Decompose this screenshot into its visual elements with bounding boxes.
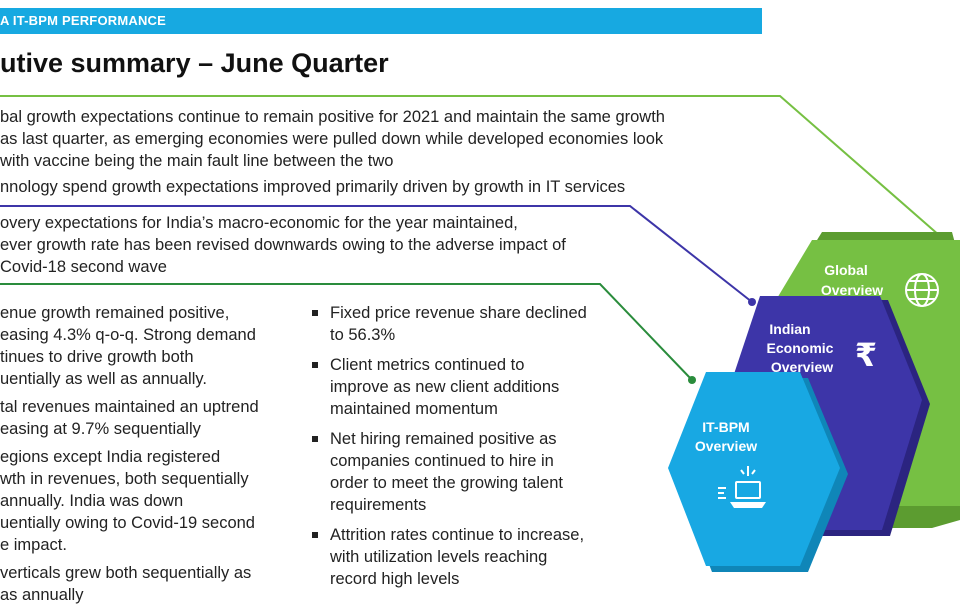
itbpm-left-line: verticals grew both sequentially as <box>0 564 252 582</box>
bullet-line: improve as new client additions <box>330 378 560 396</box>
bullet-line: Attrition rates continue to increase, <box>330 526 585 544</box>
page-title: utive summary – June Quarter <box>0 48 389 78</box>
itbpm-left-line: easing 4.3% q-o-q. Strong demand <box>0 326 256 344</box>
bullet-item: Attrition rates continue to increase, wi… <box>310 524 620 590</box>
bullet-line: maintained momentum <box>330 400 498 418</box>
globe-icon <box>905 273 939 307</box>
bullet-line: order to meet the growing talent <box>330 474 563 492</box>
global-label-line: Global <box>824 262 868 278</box>
laptop-dash-marks <box>718 487 726 499</box>
itbpm-left-line: easing at 9.7% sequentially <box>0 420 201 438</box>
global-connector <box>0 95 941 237</box>
itbpm-label-line: IT-BPM <box>702 419 749 435</box>
itbpm-left-line: egions except India registered <box>0 448 221 466</box>
global-line: as last quarter, as emerging economies w… <box>0 130 664 148</box>
bullet-item: Client metrics continued to improve as n… <box>310 354 620 420</box>
itbpm-left-line: e impact. <box>0 536 67 554</box>
bullet-item: Fixed price revenue share declined to 56… <box>310 302 620 346</box>
section-header-bar: A IT-BPM PERFORMANCE <box>0 8 762 34</box>
india-connector-dot <box>748 298 756 306</box>
india-line: Covid-18 second wave <box>0 258 167 276</box>
section-header-text: A IT-BPM PERFORMANCE <box>0 13 167 28</box>
itbpm-left-column: enue growth remained positive, easing 4.… <box>0 302 300 606</box>
bullet-icon <box>312 436 318 442</box>
bullet-line: Net hiring remained positive as <box>330 430 557 448</box>
india-connector <box>0 205 753 303</box>
rupee-icon: ₹ <box>855 336 877 374</box>
bullet-line: record high levels <box>330 570 460 588</box>
itbpm-left-line: enue growth remained positive, <box>0 304 230 322</box>
bullet-line: Client metrics continued to <box>330 356 525 374</box>
itbpm-right-column: Fixed price revenue share declined to 56… <box>310 302 620 590</box>
bullet-line: Fixed price revenue share declined <box>330 304 587 322</box>
global-line: nnology spend growth expectations improv… <box>0 178 626 196</box>
itbpm-connector-dot <box>688 376 696 384</box>
india-line: overy expectations for India’s macro-eco… <box>0 214 518 232</box>
bullet-icon <box>312 532 318 538</box>
itbpm-left-line: tal revenues maintained an uptrend <box>0 398 259 416</box>
itbpm-left-line: wth in revenues, both sequentially <box>0 470 249 488</box>
bullet-line: with utilization levels reaching <box>330 548 548 566</box>
bullet-item: Net hiring remained positive as companie… <box>310 428 620 516</box>
india-label-line: Economic <box>767 340 834 356</box>
global-line: bal growth expectations continue to rema… <box>0 108 665 126</box>
itbpm-left-line: annually. India was down <box>0 492 184 510</box>
global-label-line: Overview <box>821 282 883 298</box>
india-label-line: Indian <box>769 321 810 337</box>
bullet-icon <box>312 310 318 316</box>
itbpm-label-line: Overview <box>695 438 757 454</box>
india-line: ever growth rate has been revised downwa… <box>0 236 566 254</box>
bullet-line: requirements <box>330 496 427 514</box>
india-label-line: Overview <box>771 359 833 375</box>
global-line: with vaccine being the main fault line b… <box>0 152 394 170</box>
itbpm-left-line: tinues to drive growth both <box>0 348 194 366</box>
itbpm-connector <box>0 283 693 381</box>
itbpm-hexagon: IT-BPM Overview <box>668 372 848 572</box>
global-summary: bal growth expectations continue to rema… <box>0 106 740 198</box>
bullet-icon <box>312 362 318 368</box>
bullet-line: companies continued to hire in <box>330 452 554 470</box>
itbpm-left-line: uentially owing to Covid-19 second <box>0 514 255 532</box>
itbpm-left-line: uentially as well as annually. <box>0 370 207 388</box>
laptop-icon <box>730 466 766 508</box>
india-summary: overy expectations for India’s macro-eco… <box>0 212 640 278</box>
bullet-line: to 56.3% <box>330 326 396 344</box>
